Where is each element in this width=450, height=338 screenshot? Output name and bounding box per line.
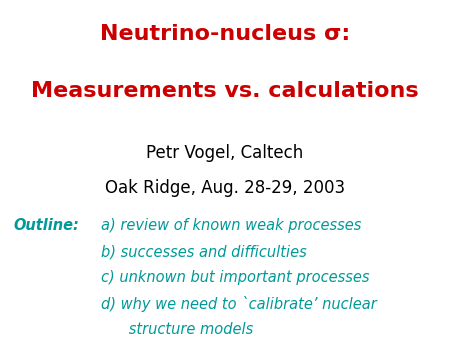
Text: c) unknown but important processes: c) unknown but important processes xyxy=(101,270,370,285)
Text: d) why we need to `calibrate’ nuclear: d) why we need to `calibrate’ nuclear xyxy=(101,296,377,312)
Text: Outline:: Outline: xyxy=(14,218,79,233)
Text: a) review of known weak processes: a) review of known weak processes xyxy=(101,218,362,233)
Text: Oak Ridge, Aug. 28-29, 2003: Oak Ridge, Aug. 28-29, 2003 xyxy=(105,179,345,197)
Text: Neutrino-nucleus σ:: Neutrino-nucleus σ: xyxy=(100,24,350,44)
Text: b) successes and difficulties: b) successes and difficulties xyxy=(101,244,307,259)
Text: Petr Vogel, Caltech: Petr Vogel, Caltech xyxy=(146,144,304,162)
Text: structure models: structure models xyxy=(101,322,253,337)
Text: Measurements vs. calculations: Measurements vs. calculations xyxy=(31,81,419,101)
